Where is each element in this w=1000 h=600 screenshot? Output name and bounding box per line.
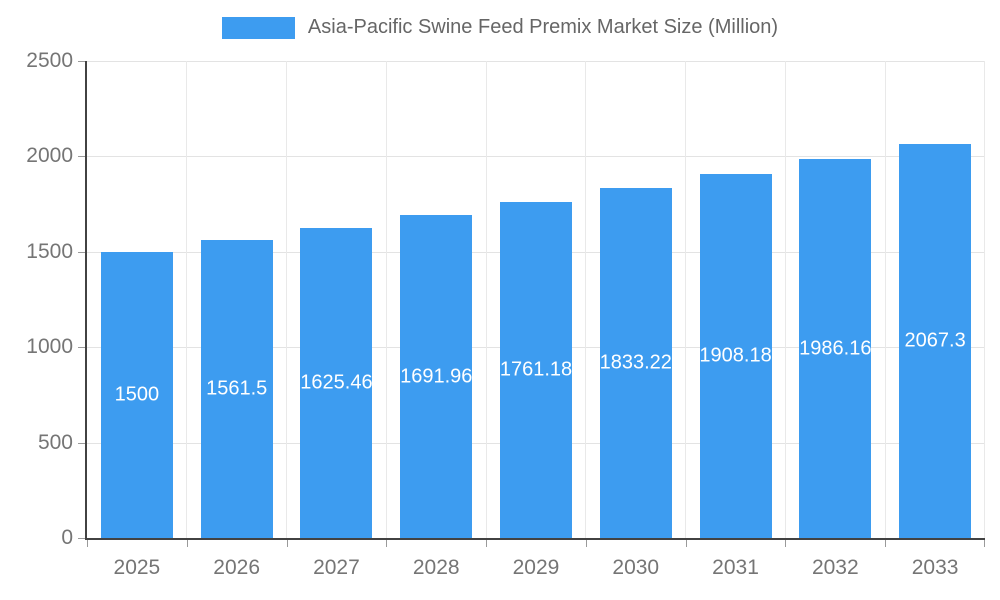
- x-tick-mark: [984, 540, 985, 547]
- x-tick-mark: [87, 540, 88, 547]
- bar-value-label: 1691.96: [400, 365, 473, 388]
- x-axis-label: 2033: [911, 556, 959, 579]
- y-axis-label: 2000: [26, 144, 73, 168]
- v-gridline: [186, 61, 188, 538]
- x-axis-label: 2027: [313, 556, 360, 579]
- x-axis-label: 2028: [412, 556, 460, 579]
- v-gridline: [685, 61, 687, 538]
- x-tick-mark: [486, 540, 487, 547]
- bar-value-label: 1500: [114, 383, 160, 406]
- chart-title: Asia-Pacific Swine Feed Premix Market Si…: [307, 16, 779, 38]
- y-axis-label: 2500: [26, 49, 73, 72]
- bar-value-label: 1625.46: [300, 371, 373, 394]
- v-gridline: [585, 61, 587, 538]
- bar: 1761.18: [499, 201, 573, 538]
- bar: 2067.3: [899, 143, 972, 538]
- y-tick-mark: [78, 538, 85, 539]
- bar: 1625.46: [300, 227, 373, 538]
- y-axis-label: 1500: [26, 239, 73, 263]
- bar: 1691.96: [400, 215, 472, 538]
- y-tick-mark: [78, 251, 85, 253]
- x-axis-label: 2026: [213, 556, 260, 579]
- x-tick-mark: [586, 540, 587, 547]
- y-tick-mark: [78, 442, 85, 444]
- x-axis-label: 2029: [512, 556, 560, 579]
- bar-value-label: 1986.16: [799, 337, 872, 360]
- bar-value-label: 1833.22: [599, 351, 672, 374]
- v-gridline: [784, 61, 786, 538]
- bar-value-label: 2067.3: [904, 329, 966, 352]
- bar-value-label: 1561.5: [206, 377, 268, 400]
- x-tick-mark: [187, 540, 188, 547]
- bar-value-label: 1761.18: [499, 358, 573, 381]
- bar: 1833.22: [600, 188, 672, 538]
- x-tick-mark: [885, 540, 886, 547]
- x-axis-label: 2025: [113, 556, 161, 579]
- y-axis-label: 0: [61, 526, 73, 549]
- legend-swatch: [221, 16, 295, 39]
- v-gridline: [485, 61, 487, 538]
- y-tick-mark: [78, 156, 85, 158]
- x-tick-mark: [386, 540, 387, 547]
- h-gridline: [87, 156, 985, 158]
- y-axis-label: 1000: [26, 335, 73, 359]
- bar: 1561.5: [200, 240, 273, 538]
- v-gridline: [884, 61, 886, 538]
- x-tick-mark: [785, 540, 786, 547]
- x-axis-label: 2030: [612, 556, 660, 579]
- bar-value-label: 1908.18: [699, 344, 772, 367]
- legend[interactable]: Asia-Pacific Swine Feed Premix Market Si…: [0, 16, 1000, 39]
- x-tick-mark: [287, 540, 288, 547]
- v-gridline: [286, 61, 288, 538]
- v-gridline: [984, 61, 985, 538]
- v-gridline: [385, 61, 387, 538]
- y-tick-mark: [78, 347, 85, 349]
- x-tick-mark: [686, 540, 687, 547]
- y-axis-label: 500: [37, 430, 73, 454]
- bar: 1500: [100, 251, 173, 538]
- x-axis-label: 2032: [811, 556, 859, 579]
- plot-area: 1500 1561.5 1625.46 1691.96 1761.18 1833.22 19…: [85, 61, 985, 540]
- bar: 1986.16: [799, 159, 871, 538]
- y-tick-mark: [78, 61, 85, 62]
- bar: 1908.18: [699, 173, 772, 538]
- x-axis-label: 2031: [712, 556, 759, 579]
- h-gridline: [87, 61, 985, 62]
